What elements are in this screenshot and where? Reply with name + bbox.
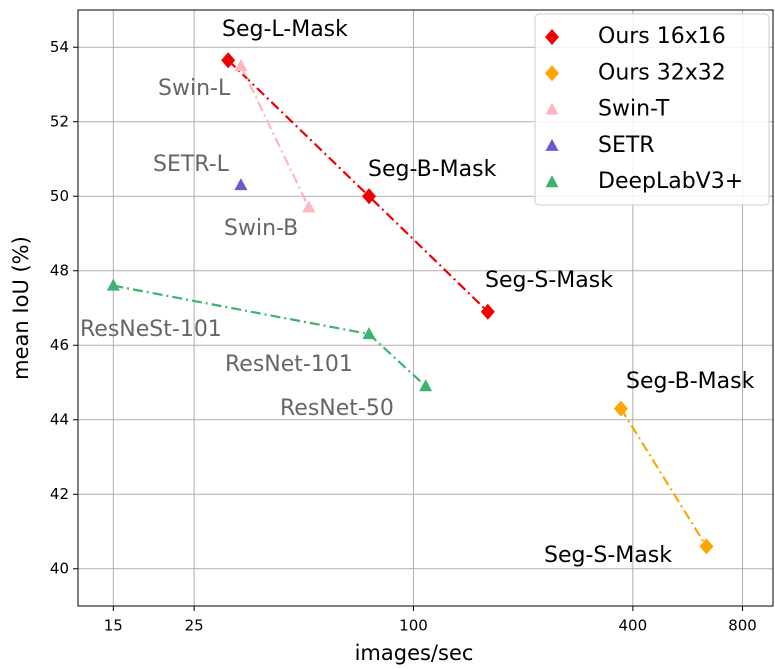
x-tick-label: 800: [728, 617, 757, 635]
legend-label: Swin-T: [598, 97, 670, 122]
annotation: Seg-B-Mask: [368, 157, 497, 182]
marker: [480, 303, 495, 320]
marker: [699, 538, 714, 555]
marker: [613, 400, 628, 417]
legend-label: Ours 16x16: [598, 24, 726, 49]
x-tick-label: 15: [104, 617, 123, 635]
marker: [106, 278, 120, 291]
annotation: ResNeSt-101: [80, 317, 222, 342]
marker: [234, 58, 248, 71]
marker: [545, 65, 559, 82]
y-tick-label: 48: [50, 261, 69, 279]
y-tick-label: 46: [50, 336, 69, 354]
series-line: [239, 65, 310, 208]
y-tick-label: 50: [50, 187, 69, 205]
y-tick-label: 54: [50, 38, 69, 56]
marker: [419, 379, 433, 392]
series-line: [227, 59, 489, 313]
y-tick-label: 52: [50, 112, 69, 130]
marker: [545, 102, 559, 115]
y-axis-label: mean IoU (%): [9, 236, 33, 380]
y-tick-label: 44: [50, 410, 69, 428]
legend-label: Ours 32x32: [598, 60, 726, 85]
annotation: Swin-B: [224, 216, 298, 241]
series-line: [619, 407, 708, 547]
annotation: Seg-B-Mask: [626, 369, 755, 394]
marker: [221, 52, 236, 69]
marker: [545, 138, 559, 151]
annotation: Seg-L-Mask: [222, 17, 348, 42]
marker: [545, 175, 559, 188]
x-tick-label: 400: [619, 617, 648, 635]
legend-box: [534, 13, 770, 206]
marker: [302, 200, 316, 213]
plot-frame: [77, 9, 774, 607]
annotation: Seg-S-Mask: [485, 268, 613, 293]
x-axis-label: images/sec: [355, 641, 474, 665]
annotation: SETR-L: [153, 152, 230, 177]
legend-label: SETR: [598, 133, 655, 158]
annotation: Seg-S-Mask: [544, 543, 672, 568]
marker: [362, 327, 376, 340]
legend: Ours 16x16 Ours 32x32 Swin-T SETR DeepLabV3+: [534, 13, 770, 206]
annotation: ResNet-101: [225, 352, 353, 377]
y-tick-label: 40: [50, 559, 69, 577]
annotation: Swin-L: [158, 76, 231, 101]
legend-label: DeepLabV3+: [598, 169, 743, 194]
marker: [545, 29, 559, 45]
marker: [362, 188, 377, 205]
annotation: ResNet-50: [280, 396, 394, 421]
marker: [234, 178, 248, 191]
y-tick-label: 42: [50, 485, 69, 503]
x-tick-label: 100: [399, 617, 428, 635]
x-tick-label: 25: [185, 617, 204, 635]
